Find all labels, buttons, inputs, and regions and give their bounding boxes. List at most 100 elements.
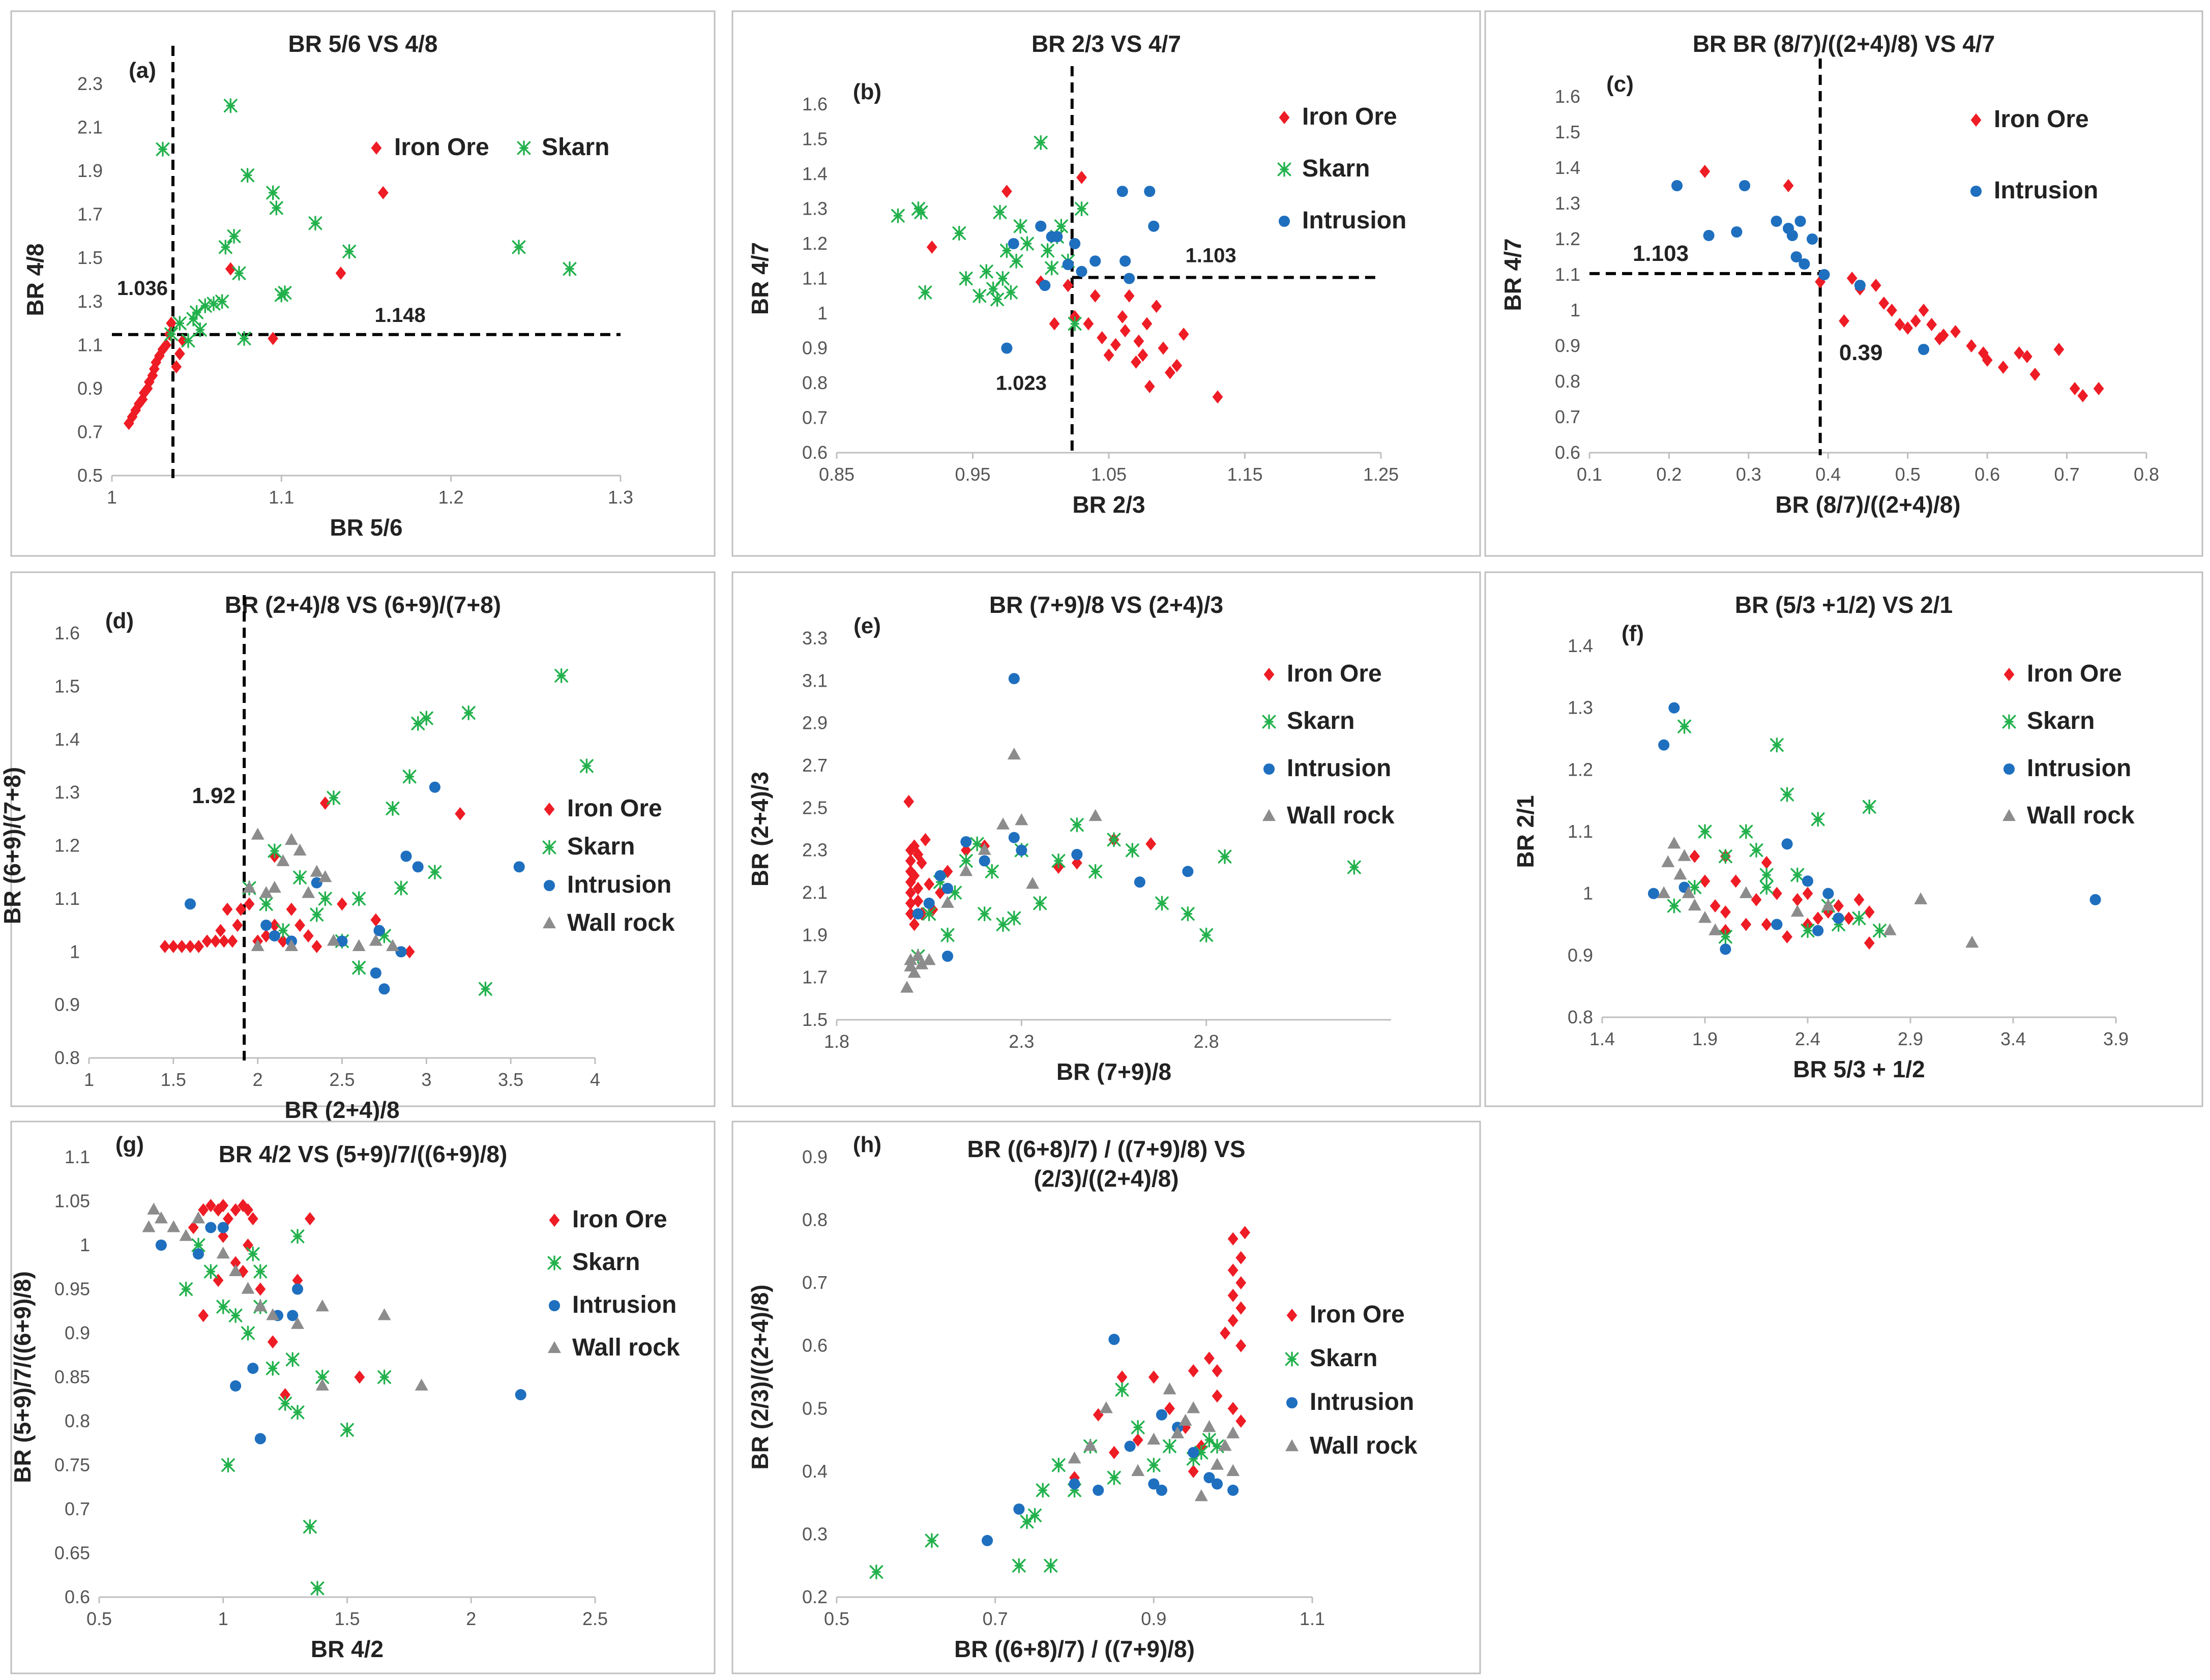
wall_rock-point <box>1083 1439 1097 1451</box>
legend-marker-intrusion <box>1263 763 1275 775</box>
iron_ore-point <box>1864 905 1875 919</box>
legend-label: Wall rock <box>1310 1432 1418 1459</box>
iron_ore-point <box>188 1221 199 1234</box>
series-intrusion <box>1647 702 2101 955</box>
wall_rock-point <box>386 939 399 951</box>
iron_ore-point <box>267 1335 278 1349</box>
skarn-point <box>164 327 179 342</box>
iron_ore-point <box>909 918 920 931</box>
legend-marker-wall_rock <box>2002 809 2016 821</box>
wall_rock-point <box>1194 1489 1208 1501</box>
series-intrusion <box>184 781 525 995</box>
x-tick-label: 0.5 <box>824 1608 849 1629</box>
x-tick-label: 1.4 <box>1589 1028 1615 1049</box>
skarn-point <box>419 711 433 726</box>
x-tick-label: 1.5 <box>161 1069 186 1090</box>
iron_ore-point <box>319 797 331 810</box>
series-skarn <box>156 98 577 348</box>
chart-frame <box>10 571 716 1107</box>
wall_rock-point <box>327 934 340 946</box>
y-tick-label: 0.8 <box>65 1410 90 1431</box>
intrusion-point <box>960 836 972 848</box>
skarn-point <box>925 1533 939 1548</box>
wall_rock-point <box>268 880 281 893</box>
x-tick-label: 1.05 <box>1091 464 1127 485</box>
iron_ore-point <box>926 240 937 254</box>
legend-label: Wall rock <box>1287 802 1395 829</box>
chart-frame <box>731 571 1481 1107</box>
skarn-point <box>1115 1382 1129 1397</box>
iron_ore-point <box>1119 324 1131 338</box>
wall_rock-point <box>415 1378 428 1391</box>
skarn-point <box>1020 1514 1034 1529</box>
skarn-point <box>990 292 1005 307</box>
x-tick-label: 2.8 <box>1194 1031 1219 1052</box>
intrusion-point <box>336 935 348 947</box>
intrusion-point <box>1134 876 1145 888</box>
wall_rock-point <box>310 865 323 877</box>
wall_rock-point <box>293 843 307 856</box>
y-tick-label: 1.6 <box>1555 86 1580 107</box>
y-tick-label: 0.85 <box>54 1367 90 1388</box>
y-tick-label: 2.3 <box>802 840 828 861</box>
intrusion-point <box>1108 1334 1120 1345</box>
x-tick-label: 2 <box>253 1069 263 1090</box>
series-wall_rock <box>900 747 1102 993</box>
wall_rock-point <box>941 896 954 908</box>
skarn-point <box>386 801 400 816</box>
intrusion-point <box>1720 944 1731 955</box>
series-skarn <box>179 1229 392 1596</box>
intrusion-point <box>287 1310 299 1321</box>
x-axis-label: BR 4/2 <box>311 1636 384 1662</box>
chart-panel-6: BR 4/2 VS (5+9)/7/((6+9)/8) (g) 0.5 1 1.5 2 2.… <box>9 1121 716 1674</box>
y-tick-label: 0.6 <box>802 442 828 463</box>
series-intrusion <box>1001 186 1160 354</box>
wall_rock-point <box>369 934 382 946</box>
y-tick-label: 0.95 <box>54 1279 90 1300</box>
skarn-point <box>266 1361 280 1376</box>
skarn-point <box>340 1422 354 1437</box>
series-wall_rock <box>1068 1382 1240 1501</box>
wall_rock-point <box>1739 886 1753 898</box>
intrusion-point <box>1703 229 1715 242</box>
iron_ore-point <box>218 1229 229 1243</box>
legend-label: Iron Ore <box>1287 660 1382 687</box>
y-tick-label: 0.7 <box>77 421 103 442</box>
iron_ore-point <box>215 924 226 937</box>
iron_ore-point <box>1188 1464 1199 1478</box>
wall_rock-point <box>911 949 925 961</box>
x-tick-label: 1.2 <box>438 487 464 508</box>
skarn-point <box>246 1246 260 1261</box>
iron_ore-point <box>1227 1232 1239 1246</box>
intrusion-point <box>1833 912 1844 924</box>
skarn-point <box>241 1325 255 1341</box>
y-tick-label: 0.6 <box>802 1335 828 1356</box>
y-tick-label: 2.3 <box>77 73 103 94</box>
y-tick-label: 0.5 <box>802 1398 828 1419</box>
skarn-point <box>216 1299 230 1314</box>
y-tick-label: 0.65 <box>54 1543 90 1564</box>
intrusion-point <box>1051 231 1063 243</box>
iron_ore-point <box>218 934 229 948</box>
panel-label: (g) <box>115 1132 144 1157</box>
chart-panel-5: BR (5/3 +1/2) VS 2/1 (f) 1.4 1.9 2.4 2.9 3.4 3.… <box>1484 571 2203 1107</box>
iron_ore-point <box>404 945 415 959</box>
legend-label: Skarn <box>2027 708 2095 734</box>
intrusion-point <box>260 920 272 931</box>
intrusion-point <box>395 946 407 958</box>
wall_rock-point <box>1202 1420 1216 1432</box>
threshold-label: 1.92 <box>192 783 235 808</box>
panel-label: (f) <box>1622 621 1644 646</box>
skarn-point <box>922 906 936 922</box>
iron_ore-point <box>1878 297 1890 310</box>
iron_ore-point <box>1833 899 1844 912</box>
wall_rock-point <box>1171 1426 1185 1438</box>
intrusion-point <box>378 983 390 995</box>
iron_ore-point <box>916 856 927 870</box>
wall_rock-point <box>251 828 264 840</box>
iron_ore-point <box>227 934 238 948</box>
y-tick-label: 0.6 <box>65 1586 90 1607</box>
iron_ore-point <box>1148 1370 1159 1384</box>
x-tick-label: 2.5 <box>329 1069 355 1090</box>
skarn-point <box>308 216 322 231</box>
